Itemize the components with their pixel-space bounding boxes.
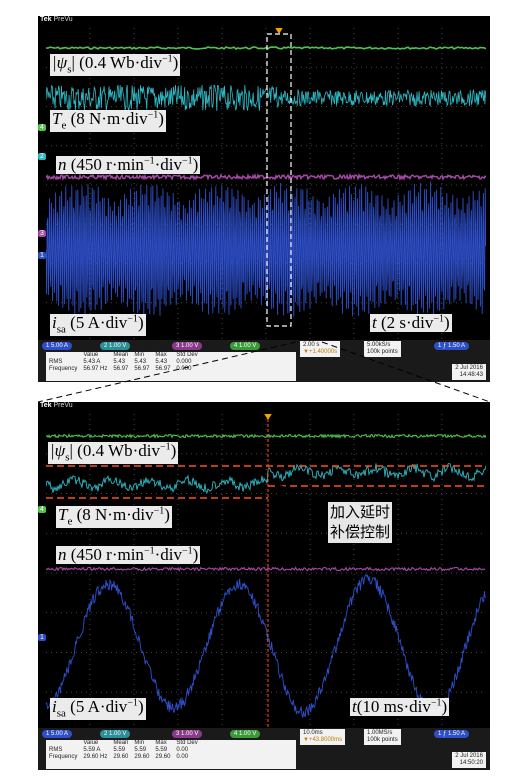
ch3-scale-chip[interactable]: 3 1.00 V (172, 342, 203, 350)
ch2-ground-marker: 2 (38, 153, 46, 160)
timebase-box-bottom[interactable]: 10.0ms ▼+43.8000ms (300, 729, 346, 745)
ch2-scale-chip[interactable]: 2 1.00 V (100, 730, 131, 738)
brand-label-bottom: Tek PreVu (40, 402, 73, 409)
trigger-marker (275, 28, 283, 34)
waveform-plot-top (46, 28, 486, 342)
ch1-scale-chip[interactable]: 1 5.00 A (42, 342, 73, 350)
ch1-ground-marker: 1 (38, 634, 46, 641)
brand-label-top: Tek PreVu (40, 16, 73, 23)
ch1-ground-marker: 1 (38, 252, 46, 259)
current-trace (46, 573, 486, 718)
time-scale-label: t(10 ms·div−1) (350, 697, 450, 716)
datetime-box-bottom: 2 Jul 2016 14:50:20 (452, 752, 486, 768)
measurement-table-bottom: Value Mean Min Max Std Dev RMS 5.59 A 5.… (46, 740, 296, 769)
speed-trace (46, 172, 486, 182)
flux-trace (46, 433, 486, 439)
measurement-row: RMS 5.43 A 5.43 5.43 5.43 0.000 (49, 359, 192, 365)
measurement-table-top: Value Mean Min Max Std Dev RMS 5.43 A 5.… (46, 352, 296, 381)
ch4-scale-chip[interactable]: 4 1.00 V (230, 730, 261, 738)
status-bar-bottom: 1 5.00 A 2 1.00 V 3 1.00 V 4 1.00 V 10.0… (38, 728, 490, 770)
current-scale-label: isa (5 A·div−1) (50, 313, 146, 336)
graticule (46, 414, 486, 732)
status-bar-top: 1 5.00 A 2 1.00 V 3 1.00 V 4 1.00 V 2.00… (38, 340, 490, 382)
waveform-grid-bottom (46, 414, 486, 732)
trigger-level-chip-top[interactable]: 1 ƒ 1.50 A (434, 342, 470, 350)
speed-scale-label: n (450 r·min−1·div−1) (56, 155, 201, 174)
ch4-scale-chip[interactable]: 4 1.00 V (230, 342, 261, 350)
torque-trace (46, 84, 486, 112)
annotation-arrow-head (274, 484, 287, 495)
torque-scale-label: Te (8 N·m·div−1) (56, 505, 172, 528)
waveform-grid-top (46, 28, 486, 342)
ch2-scale-chip[interactable]: 2 1.00 V (100, 342, 131, 350)
delay-compensation-annotation: 加入延时 补偿控制 (328, 502, 393, 543)
ch4-ground-marker: 4 (38, 124, 46, 131)
torque-trace (46, 463, 486, 494)
trigger-level-chip-bottom[interactable]: 1 ƒ 1.50 A (434, 730, 470, 738)
sample-rate-box-bottom: 1.00MS/s 100k points (364, 729, 401, 745)
ch1-scale-chip[interactable]: 1 5.00 A (42, 730, 73, 738)
measurement-row: Frequency 29.60 Hz 29.60 29.60 29.60 0.0… (49, 754, 189, 760)
waveform-plot-bottom (46, 414, 486, 732)
sample-rate-box-top: 5.00kS/s 100k points (364, 341, 401, 357)
measurement-row: RMS 5.59 A 5.59 5.59 5.59 0.00 (49, 747, 189, 753)
ch3-scale-chip[interactable]: 3 1.00 V (172, 730, 203, 738)
ch3-ground-marker: 3 (38, 230, 46, 237)
ch4-ground-marker: 4 (38, 506, 46, 513)
flux-scale-label: |ψs| (0.4 Wb·div−1) (50, 53, 181, 76)
speed-trace (46, 566, 486, 572)
speed-scale-label: n (450 r·min−1·div−1) (56, 545, 201, 564)
current-scale-label: isa (5 A·div−1) (50, 697, 146, 720)
current-trace (46, 181, 486, 319)
timebase-box-top[interactable]: 2.00 s ▼+1.40000s (300, 341, 341, 357)
measurement-row: Frequency 56.97 Hz 56.97 56.97 56.97 0.0… (49, 366, 192, 372)
torque-scale-label: Te (8 N·m·div−1) (50, 109, 166, 132)
scope-screen-bottom: Tek PreVu 4 1 |ψs| (0.4 Wb·div−1) Te (8 … (38, 402, 490, 770)
annotation-arrow-shaft (277, 485, 331, 519)
trigger-marker (264, 414, 272, 420)
flux-trace (46, 46, 486, 50)
time-scale-label: t (2 s·div−1) (370, 313, 452, 332)
datetime-box-top: 2 Jul 2016 14:48:43 (452, 364, 486, 380)
flux-scale-label: |ψs| (0.4 Wb·div−1) (48, 441, 179, 464)
scope-screen-top: Tek PreVu 4 2 3 1 |ψs| (0.4 Wb·div−1) Te… (38, 16, 490, 382)
